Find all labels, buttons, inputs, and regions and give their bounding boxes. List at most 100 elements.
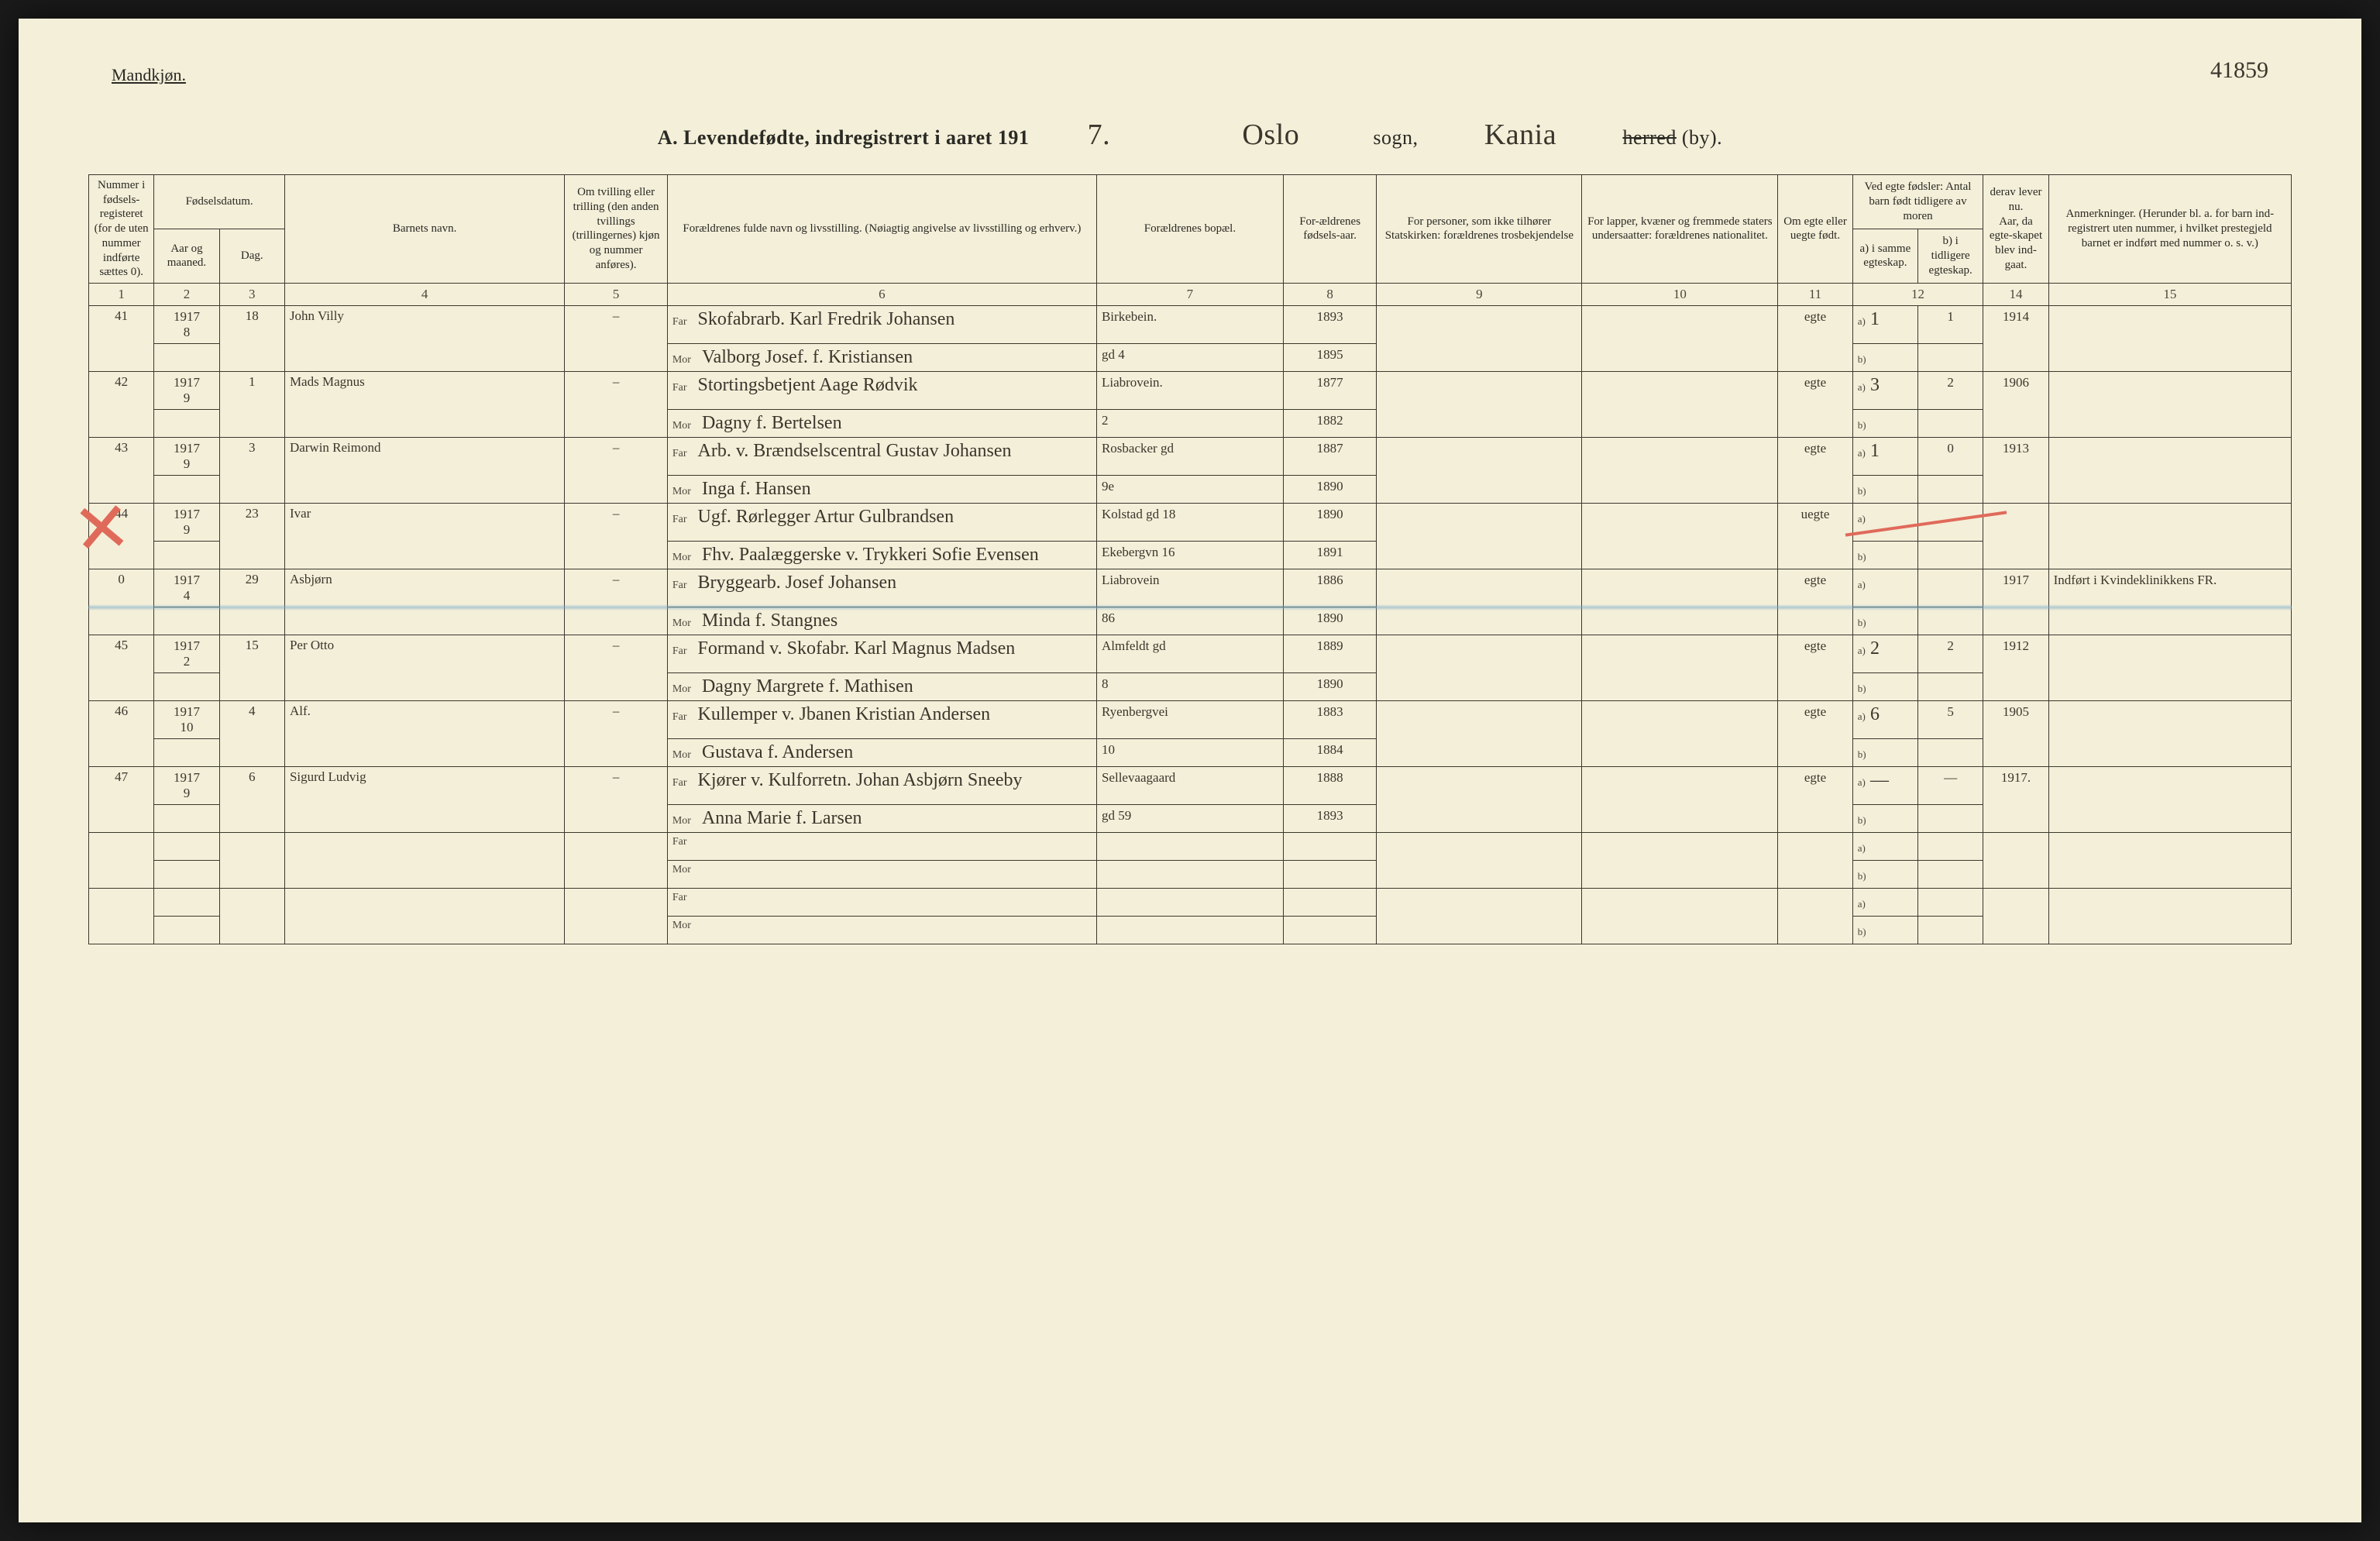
cell-aar: 1912 xyxy=(1983,635,2048,701)
cell-anm xyxy=(2048,833,2291,889)
hdr-c12b: b) i tidligere egteskap. xyxy=(1918,229,1983,283)
cell-egte: egte xyxy=(1778,372,1852,438)
cell-12b: b) xyxy=(1852,607,1917,635)
cell-far-year: 1888 xyxy=(1283,767,1376,805)
cell-egte: egte xyxy=(1778,438,1852,504)
cell-twin: – xyxy=(565,701,668,767)
cell-aar: 1914 xyxy=(1983,306,2048,372)
cell-12a2: — xyxy=(1918,767,1983,805)
hdr-c13-inner: derav lever nu. xyxy=(1990,186,2041,213)
cell-12a2: 0 xyxy=(1918,438,1983,476)
table-row: 42191791Mads Magnus–FarStortingsbetjent … xyxy=(89,372,2292,410)
cell-mor-year: 1890 xyxy=(1283,476,1376,504)
cell-12a: a) 1 xyxy=(1852,306,1917,344)
cell-c10 xyxy=(1582,635,1778,701)
cell-day: 23 xyxy=(219,504,284,569)
cell-name xyxy=(284,833,564,889)
cell-12b2 xyxy=(1918,861,1983,889)
cell-year xyxy=(154,889,219,917)
cell-anm xyxy=(2048,438,2291,504)
cell-day: 4 xyxy=(219,701,284,767)
table-row: 411917818John Villy–FarSkofabrarb. Karl … xyxy=(89,306,2292,344)
hdr-c15: Anmerkninger. (Herunder bl. a. for barn … xyxy=(2048,174,2291,283)
cell-far-year: 1890 xyxy=(1283,504,1376,542)
cell-year: 19178 xyxy=(154,306,219,344)
cell-name: Asbjørn xyxy=(284,569,564,635)
cell-day: 29 xyxy=(219,569,284,635)
cell-name: Sigurd Ludvig xyxy=(284,767,564,833)
table-row: 43191793Darwin Reimond–FarArb. v. Brænds… xyxy=(89,438,2292,476)
cell-12a: a) xyxy=(1852,889,1917,917)
cell-c9 xyxy=(1377,372,1582,438)
cell-12b: b) xyxy=(1852,917,1917,944)
cell-year: 19179 xyxy=(154,372,219,410)
cell-num: 0 xyxy=(89,569,154,635)
cell-mor-addr xyxy=(1096,861,1283,889)
column-number-row: 1 2 3 4 5 6 7 8 9 10 11 12 14 15 xyxy=(89,284,2292,306)
cell-12a: a) xyxy=(1852,504,1917,542)
cell-aar: 1905 xyxy=(1983,701,2048,767)
colnum: 3 xyxy=(219,284,284,306)
cell-anm xyxy=(2048,372,2291,438)
cell-c9 xyxy=(1377,833,1582,889)
cell-twin: – xyxy=(565,372,668,438)
cell-far-year: 1893 xyxy=(1283,306,1376,344)
cell-c9 xyxy=(1377,889,1582,944)
cell-year: 19179 xyxy=(154,438,219,476)
title-herred-hand: Kania xyxy=(1450,119,1590,153)
cell-twin: – xyxy=(565,504,668,569)
cell-mor-addr: 10 xyxy=(1096,739,1283,767)
cell-year xyxy=(154,833,219,861)
cell-mor-year: 1893 xyxy=(1283,805,1376,833)
cell-far-addr: Liabrovein. xyxy=(1096,372,1283,410)
cell-far: FarKjører v. Kulforretn. Johan Asbjørn S… xyxy=(667,767,1096,805)
cell-far: Far xyxy=(667,889,1096,917)
hdr-c14-inner: Aar, da egte-skapet blev ind-gaat. xyxy=(1990,215,2042,271)
colnum: 15 xyxy=(2048,284,2291,306)
table-row: 441917923Ivar–FarUgf. Rørlegger Artur Gu… xyxy=(89,504,2292,542)
cell-mor: MorGustava f. Andersen xyxy=(667,739,1096,767)
cell-mor: MorAnna Marie f. Larsen xyxy=(667,805,1096,833)
cell-egte: egte xyxy=(1778,701,1852,767)
cell-far-addr xyxy=(1096,833,1283,861)
hdr-c8: For-ældrenes fødsels-aar. xyxy=(1283,174,1376,283)
title-year-suffix: 7. xyxy=(1029,119,1168,153)
cell-mor-addr: Ekebergvn 16 xyxy=(1096,542,1283,569)
cell-egte: egte xyxy=(1778,767,1852,833)
hdr-c2-group: Fødselsdatum. xyxy=(154,174,285,229)
cell-12a: a) 2 xyxy=(1852,635,1917,673)
cell-mor-addr: 8 xyxy=(1096,673,1283,701)
cell-mor-year: 1884 xyxy=(1283,739,1376,767)
cell-c9 xyxy=(1377,767,1582,833)
cell-12a2 xyxy=(1918,889,1983,917)
cell-12a2: 2 xyxy=(1918,635,1983,673)
title-prefix: A. Levendefødte, indregistrert i aaret 1… xyxy=(658,126,1030,149)
colnum: 2 xyxy=(154,284,219,306)
cell-12a2 xyxy=(1918,833,1983,861)
table-body: 411917818John Villy–FarSkofabrarb. Karl … xyxy=(89,306,2292,944)
cell-mor: MorFhv. Paalæggerske v. Trykkeri Sofie E… xyxy=(667,542,1096,569)
cell-12b: b) xyxy=(1852,476,1917,504)
cell-twin xyxy=(565,833,668,889)
colnum: 4 xyxy=(284,284,564,306)
cell-far-addr: Birkebein. xyxy=(1096,306,1283,344)
cell-twin: – xyxy=(565,306,668,372)
cell-num: 43 xyxy=(89,438,154,504)
cell-name: Mads Magnus xyxy=(284,372,564,438)
title-herred-word: herred xyxy=(1622,126,1676,149)
cell-c10 xyxy=(1582,504,1778,569)
cell-mor-year xyxy=(1283,861,1376,889)
cell-month-spacer xyxy=(154,917,219,944)
table-row: 47191796Sigurd Ludvig–FarKjører v. Kulfo… xyxy=(89,767,2292,805)
cell-far-addr xyxy=(1096,889,1283,917)
cell-far: FarFormand v. Skofabr. Karl Magnus Madse… xyxy=(667,635,1096,673)
cell-c10 xyxy=(1582,889,1778,944)
page-title: A. Levendefødte, indregistrert i aaret 1… xyxy=(88,119,2292,153)
cell-c10 xyxy=(1582,438,1778,504)
cell-mor-addr: 9e xyxy=(1096,476,1283,504)
cell-num: 45 xyxy=(89,635,154,701)
hdr-c1: Nummer i fødsels-registeret (for de uten… xyxy=(89,174,154,283)
cell-name: Darwin Reimond xyxy=(284,438,564,504)
cell-far-addr: Ryenbergvei xyxy=(1096,701,1283,739)
cell-year: 19172 xyxy=(154,635,219,673)
